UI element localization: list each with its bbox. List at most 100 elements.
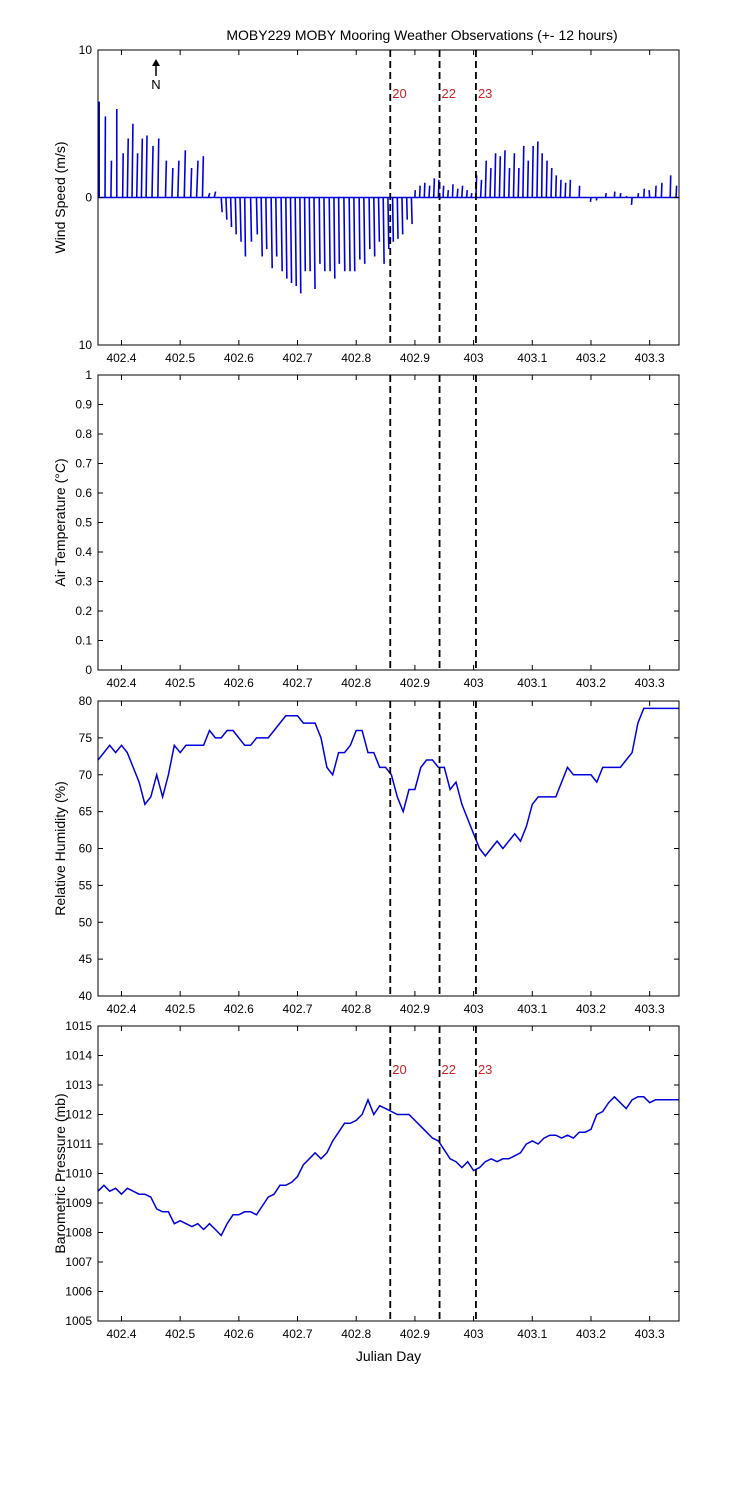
y-tick-label: 50 [79,915,93,929]
wind-vector [423,182,426,198]
x-tick-label: 402.8 [341,1327,371,1341]
wind-vector [189,167,193,198]
wind-vector [220,197,223,213]
panel-2: 402.4 402.5 402.6 402.7 402.8 402.9 403 403.1 40… [52,368,680,690]
wind-vector [648,190,651,198]
x-tick-label: 402.6 [224,676,254,690]
wind-vector [358,197,361,260]
wind-vector [225,197,228,220]
wind-vector [337,197,341,264]
wind-vector [554,175,558,198]
wind-vector [151,145,154,198]
wind-vector [333,197,336,279]
wind-vector [213,191,217,198]
wind-vector [461,185,464,198]
x-tick-label: 403.2 [576,1327,606,1341]
x-tick-label: 402.5 [165,1327,195,1341]
y-tick-label: 10 [79,43,93,57]
wind-vector [489,167,492,198]
y-axis-label: Barometric Pressure (mb) [52,1093,68,1253]
y-tick-label: 1013 [65,1078,92,1092]
plot-frame [97,374,680,671]
y-tick-label: 0.5 [75,516,92,530]
wind-vector [536,141,539,198]
panel-3: 402.4 402.5 402.6 402.7 402.8 402.9 403 403.1 40… [52,694,680,1016]
event-marker-label: 22 [442,1062,456,1077]
wind-vector [642,188,646,198]
wind-vector [177,160,180,198]
x-tick-label: 402.7 [283,351,313,365]
y-tick-label: 65 [79,805,93,819]
wind-vector [382,197,385,264]
y-tick-label: 1 [85,368,92,382]
y-tick-label: 45 [79,952,93,966]
wind-vector [299,197,302,294]
x-tick-label: 402.9 [400,1002,430,1016]
y-tick-label: 1015 [65,1019,92,1033]
wind-vector [493,153,497,198]
wind-vector [363,197,366,264]
y-tick-label: 1010 [65,1167,92,1181]
wind-vector [195,160,199,198]
x-tick-label: 402.5 [165,1002,195,1016]
y-tick-label: 0 [85,191,92,205]
wind-vector [484,160,488,198]
wind-vector [373,197,376,257]
wind-vector [308,197,311,272]
wind-vector [442,185,445,198]
wind-vector [498,156,502,198]
wind-vector [207,192,211,198]
y-tick-label: 80 [79,694,93,708]
wind-vector [387,197,390,250]
event-marker-label: 23 [478,86,492,101]
x-tick-label: 403.3 [635,676,665,690]
wind-vector [540,153,544,198]
x-tick-label: 402.8 [341,1002,371,1016]
wind-vector [303,197,307,272]
wind-vector [391,197,395,242]
wind-vector [564,182,567,198]
wind-vector [328,197,331,272]
y-tick-label: 1009 [65,1196,92,1210]
figure-title: MOBY229 MOBY Mooring Weather Observation… [226,27,617,43]
wind-vector [239,197,242,242]
wind-vector [229,197,233,228]
wind-vector [121,153,124,198]
wind-vector [451,184,454,198]
x-tick-label: 402.8 [341,676,371,690]
wind-vector [654,185,657,198]
x-tick-label: 403.1 [517,676,547,690]
wind-vector [243,197,247,257]
x-tick-label: 402.4 [106,1327,136,1341]
series-line [97,1095,679,1237]
x-tick-label: 403 [464,351,484,365]
x-tick-label: 402.5 [165,676,195,690]
y-tick-label: 1014 [65,1049,92,1063]
x-tick-label: 402.6 [224,1327,254,1341]
wind-vector [446,190,450,198]
wind-vector [569,179,572,198]
wind-vector [343,197,346,272]
y-tick-label: 0.3 [75,575,92,589]
x-tick-label: 403.2 [576,351,606,365]
plot-frame [97,1025,680,1322]
wind-vector [589,197,592,203]
wind-vector [517,167,520,198]
wind-vector [270,197,273,269]
wind-vector [183,150,187,198]
wind-vector [265,197,268,250]
wind-vector [294,197,298,287]
wind-vector [145,135,148,198]
wind-vector [418,185,421,198]
panel-1: 20 22 23 402.4 402.5 402.6 402.7 402.8 402.9 403 4… [52,43,680,365]
y-tick-label: 0.9 [75,398,92,412]
x-tick-label: 402.4 [106,1002,136,1016]
wind-vector [465,190,469,198]
wind-vector [249,197,253,242]
wind-vector [410,197,413,225]
y-tick-label: 0.6 [75,486,92,500]
wind-vector [630,197,633,205]
y-tick-label: 10 [79,338,93,352]
wind-vector [595,197,598,201]
